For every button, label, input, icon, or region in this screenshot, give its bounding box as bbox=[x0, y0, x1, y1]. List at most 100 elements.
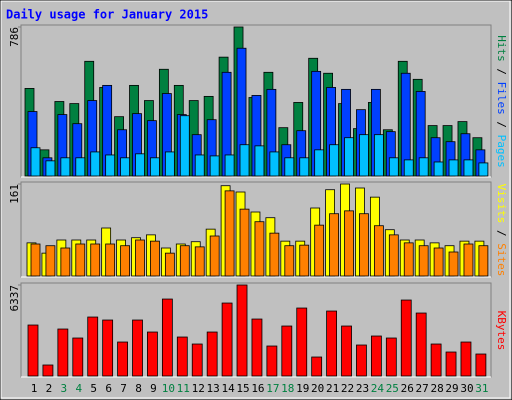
legend-entry: Visits bbox=[495, 184, 508, 224]
bar bbox=[147, 331, 158, 377]
legend-entry: Pages bbox=[495, 135, 508, 168]
bar bbox=[299, 157, 310, 177]
bar bbox=[254, 221, 265, 277]
bar bbox=[329, 144, 340, 177]
bar bbox=[478, 162, 489, 177]
legend: KBytes bbox=[495, 311, 508, 351]
bar bbox=[120, 157, 130, 177]
bar bbox=[87, 316, 99, 377]
bar bbox=[329, 213, 340, 277]
bar bbox=[460, 341, 472, 377]
bar bbox=[45, 160, 56, 177]
x-tick-label: 3 bbox=[61, 382, 68, 395]
bar bbox=[418, 245, 429, 277]
bar bbox=[179, 245, 190, 277]
bar bbox=[42, 364, 54, 377]
bar bbox=[400, 299, 412, 377]
bar bbox=[415, 312, 427, 377]
x-tick-label: 15 bbox=[236, 382, 249, 395]
bar bbox=[314, 224, 325, 277]
bar bbox=[254, 145, 265, 177]
bar bbox=[299, 244, 310, 277]
chart-title: Daily usage for January 2015 bbox=[6, 8, 208, 22]
bar bbox=[284, 245, 295, 277]
x-tick-label: 25 bbox=[386, 382, 399, 395]
x-tick-label: 21 bbox=[326, 382, 339, 395]
y-tick-label: 6337 bbox=[8, 285, 21, 312]
bar bbox=[191, 343, 203, 377]
bar bbox=[224, 190, 235, 277]
bar bbox=[30, 243, 41, 277]
x-tick-label: 14 bbox=[221, 382, 235, 395]
bar bbox=[45, 245, 56, 277]
x-tick-label: 8 bbox=[135, 382, 142, 395]
bar bbox=[403, 159, 414, 177]
y-tick-label: 786 bbox=[8, 27, 21, 47]
bar bbox=[150, 240, 160, 277]
bar bbox=[135, 239, 145, 277]
bar bbox=[344, 137, 354, 177]
bar bbox=[221, 302, 233, 377]
bar bbox=[224, 154, 235, 177]
bar bbox=[60, 157, 71, 177]
bar bbox=[164, 252, 175, 277]
bar bbox=[448, 251, 459, 277]
legend-separator: / bbox=[495, 115, 508, 135]
bar bbox=[284, 157, 295, 177]
bar bbox=[478, 245, 489, 277]
bar bbox=[370, 335, 382, 377]
bar bbox=[266, 345, 278, 377]
bar bbox=[206, 331, 218, 377]
bar bbox=[209, 235, 220, 277]
bar bbox=[388, 157, 399, 177]
legend-entry: KBytes bbox=[495, 311, 508, 351]
bar bbox=[117, 341, 128, 377]
bar bbox=[448, 159, 459, 177]
bar bbox=[418, 157, 429, 177]
legend-entry: Sites bbox=[495, 243, 508, 276]
bar bbox=[403, 242, 414, 277]
x-tick-label: 28 bbox=[430, 382, 443, 395]
bar bbox=[463, 159, 474, 177]
x-tick-label: 18 bbox=[281, 382, 294, 395]
x-tick-label: 27 bbox=[416, 382, 429, 395]
x-tick-label: 7 bbox=[120, 382, 127, 395]
x-tick-label: 20 bbox=[311, 382, 324, 395]
bar bbox=[60, 247, 71, 277]
bar bbox=[179, 115, 190, 177]
bar bbox=[433, 247, 444, 277]
x-tick-label: 13 bbox=[207, 382, 220, 395]
bar bbox=[296, 307, 308, 377]
bar bbox=[239, 208, 250, 277]
bar bbox=[90, 243, 101, 277]
bar bbox=[161, 298, 173, 377]
bar bbox=[356, 344, 367, 377]
x-tick-label: 31 bbox=[475, 382, 488, 395]
bar bbox=[102, 319, 114, 377]
legend: Visits / Sites bbox=[495, 184, 508, 277]
x-tick-label: 17 bbox=[266, 382, 279, 395]
x-tick-label: 22 bbox=[341, 382, 354, 395]
x-tick-label: 5 bbox=[90, 382, 97, 395]
bar bbox=[341, 325, 352, 377]
x-tick-label: 6 bbox=[105, 382, 112, 395]
bar bbox=[326, 310, 338, 377]
bar bbox=[75, 243, 86, 277]
bar bbox=[75, 157, 86, 177]
bar bbox=[311, 356, 323, 377]
x-tick-label: 26 bbox=[401, 382, 414, 395]
x-tick-label: 19 bbox=[296, 382, 309, 395]
bar bbox=[269, 232, 280, 277]
x-tick-label: 12 bbox=[192, 382, 205, 395]
bar bbox=[120, 245, 130, 277]
bar bbox=[385, 337, 397, 377]
bar bbox=[135, 153, 145, 177]
legend-separator: / bbox=[495, 223, 508, 243]
x-tick-label: 29 bbox=[445, 382, 458, 395]
bar bbox=[194, 246, 205, 277]
x-tick-label: 24 bbox=[371, 382, 385, 395]
bar bbox=[236, 284, 248, 377]
bar bbox=[90, 151, 101, 177]
